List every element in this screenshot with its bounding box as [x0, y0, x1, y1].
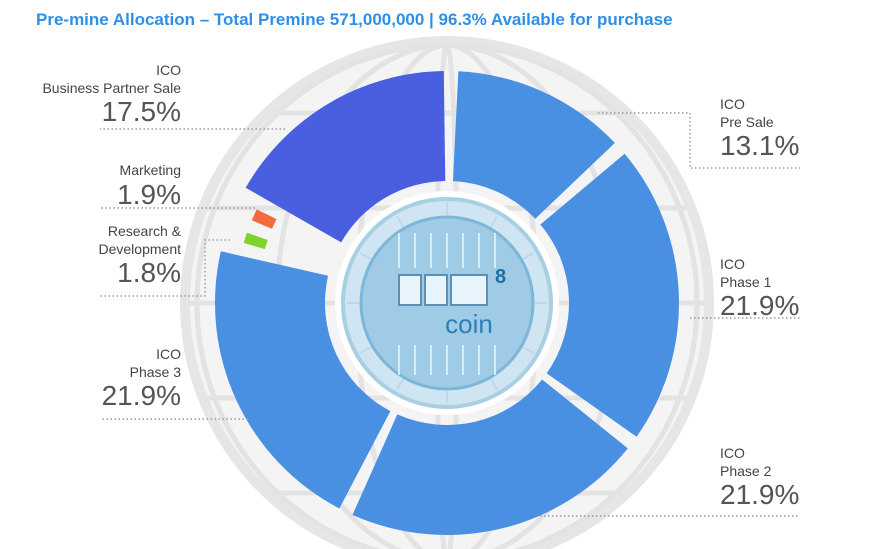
coin-text: coin [445, 309, 493, 339]
slice-label-line-1: Research & [107, 223, 181, 239]
slice-percent: 1.8% [117, 257, 181, 288]
slice-label-line-2: Phase 2 [720, 462, 772, 479]
slice-label-line-2: Business Partner Sale [42, 79, 181, 96]
coin-tick [522, 252, 535, 260]
slice-label-line-2: Pre Sale [720, 113, 774, 130]
slice-percent: 21.9% [720, 290, 800, 321]
slice-label-line-2: Phase 3 [129, 363, 181, 380]
coin-tick [396, 215, 404, 228]
slice-label-phase-1: ICO Phase 1 21.9% [720, 256, 799, 322]
coin-letter-m-right [424, 274, 448, 306]
coin-tick [359, 346, 372, 354]
coin-tick [490, 215, 498, 228]
coin-tick [396, 378, 404, 391]
slice-phase-3 [215, 251, 391, 509]
coin-tick [522, 346, 535, 354]
slice-label-line-2: Development [98, 240, 182, 257]
leader-lines [100, 112, 800, 517]
coin-tick [490, 378, 498, 391]
slice-label-pre-sale: ICO Pre Sale 13.1% [720, 96, 799, 162]
slice-label-research: Research & Development 1.8% [99, 223, 182, 289]
slice-label-marketing: Marketing 1.9% [117, 162, 181, 210]
coin-letter-m-left [398, 274, 422, 306]
slice-business-partner [245, 71, 446, 243]
coin-letter-b [450, 274, 488, 306]
slice-percent: 1.9% [117, 178, 181, 210]
slice-label-line-1: ICO [720, 256, 745, 272]
slice-research [243, 232, 268, 250]
slice-phase-2 [352, 379, 628, 535]
slice-label-line-1: ICO [156, 62, 181, 78]
slice-label-line-1: ICO [720, 96, 745, 112]
slice-label-phase-3: ICO Phase 3 21.9% [102, 346, 181, 412]
slice-label-line-1: ICO [156, 346, 181, 362]
leader-line [100, 239, 230, 297]
slice-label-business-partner: ICO Business Partner Sale 17.5% [42, 62, 181, 128]
slice-label-line-2: Phase 1 [720, 273, 772, 290]
slice-label-line-1: ICO [720, 445, 745, 461]
donut-slices [215, 71, 679, 535]
slice-percent: 21.9% [101, 380, 181, 411]
slice-percent: 13.1% [720, 130, 800, 161]
chart-title: Pre-mine Allocation – Total Premine 571,… [36, 10, 673, 29]
slice-phase-1 [540, 153, 679, 437]
slice-pre-sale [452, 71, 615, 219]
slice-label-phase-2: ICO Phase 2 21.9% [720, 445, 799, 511]
coin-tick [359, 252, 372, 260]
slice-percent: 17.5% [101, 96, 181, 127]
coin-superscript: 8 [495, 266, 506, 288]
slice-percent: 21.9% [720, 479, 800, 510]
slice-marketing [251, 209, 277, 229]
slice-label-line-1: Marketing [119, 162, 181, 178]
